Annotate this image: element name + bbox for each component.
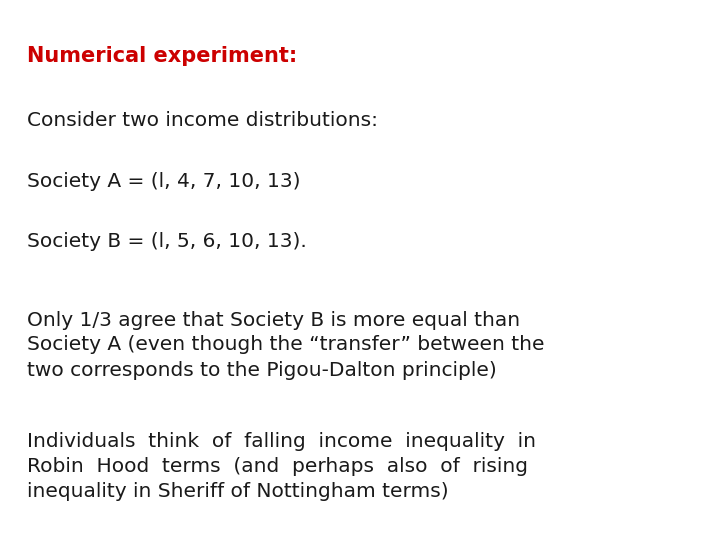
Text: Numerical experiment:: Numerical experiment: (27, 46, 297, 66)
Text: Consider two income distributions:: Consider two income distributions: (27, 111, 379, 130)
Text: Only 1/3 agree that Society B is more equal than
Society A (even though the “tra: Only 1/3 agree that Society B is more eq… (27, 310, 545, 380)
Text: Society A = (l, 4, 7, 10, 13): Society A = (l, 4, 7, 10, 13) (27, 172, 301, 191)
Text: Individuals  think  of  falling  income  inequality  in
Robin  Hood  terms  (and: Individuals think of falling income ineq… (27, 432, 536, 501)
Text: Society B = (l, 5, 6, 10, 13).: Society B = (l, 5, 6, 10, 13). (27, 232, 307, 251)
